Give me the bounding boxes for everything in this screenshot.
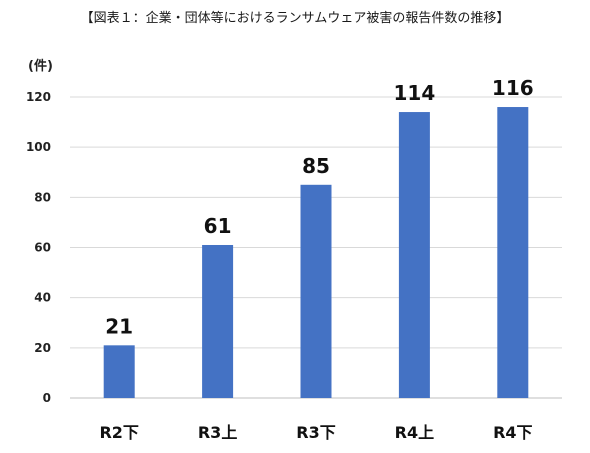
x-category-label: R3上 [198, 423, 237, 442]
y-tick-label: 40 [34, 291, 51, 305]
y-tick-label: 0 [43, 391, 51, 405]
data-label: 114 [394, 81, 436, 105]
bar [103, 345, 135, 398]
y-tick-label: 20 [34, 341, 51, 355]
x-category-label: R2下 [99, 423, 138, 442]
bar [398, 112, 430, 399]
bar [202, 244, 234, 398]
data-label: 85 [302, 154, 330, 178]
x-axis-categories: R2下 R3上 R3下 R4上 R4下 [99, 423, 532, 442]
x-category-label: R4下 [493, 423, 532, 442]
data-label: 116 [492, 76, 534, 100]
y-axis-ticks: 0 20 40 60 80 100 120 [26, 90, 51, 405]
x-category-label: R4上 [395, 423, 434, 442]
y-tick-label: 100 [26, 140, 51, 154]
chart-title: 【図表１：企業・団体等におけるランサムウェア被害の報告件数の推移】 [80, 11, 510, 26]
data-label: 61 [204, 214, 232, 238]
data-labels: 21 61 85 114 116 [105, 76, 533, 338]
bar [497, 107, 529, 399]
x-category-label: R3下 [296, 423, 335, 442]
y-tick-label: 120 [26, 90, 51, 104]
bar [300, 184, 332, 398]
bars [103, 107, 529, 399]
y-tick-label: 60 [34, 241, 51, 255]
y-axis-unit-label: (件) [28, 58, 53, 74]
y-tick-label: 80 [34, 190, 51, 204]
data-label: 21 [105, 314, 133, 338]
